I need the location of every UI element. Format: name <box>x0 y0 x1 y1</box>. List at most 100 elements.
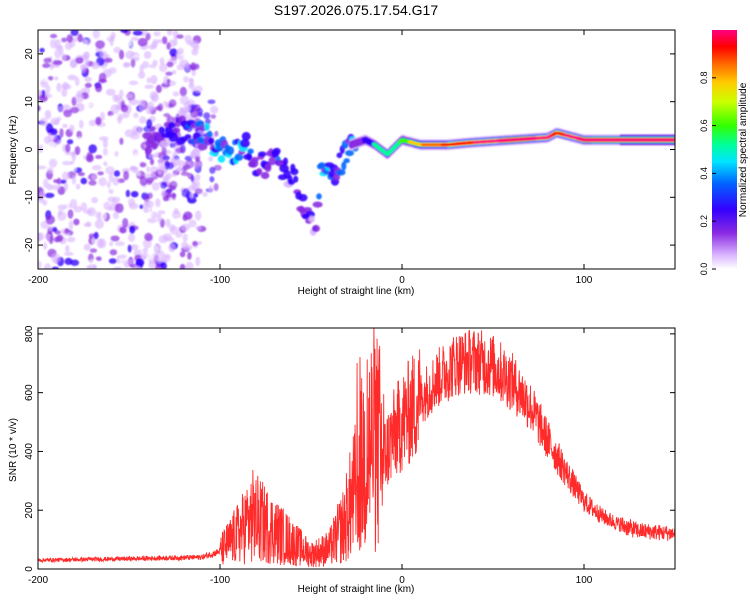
noise-blob <box>159 218 165 228</box>
noise-blob <box>49 38 57 49</box>
noise-blob <box>131 125 142 135</box>
noise-blob <box>91 165 102 171</box>
noise-blob <box>114 151 119 157</box>
noise-blob <box>61 53 67 62</box>
ridge-band <box>672 138 675 142</box>
colorbar-tick-label: 0.0 <box>699 263 709 276</box>
noise-blob <box>109 240 114 247</box>
noise-blob <box>172 261 179 268</box>
noise-blob <box>160 255 171 263</box>
colorbar-label: Normalized spectral amplitude <box>738 82 749 217</box>
noise-blob <box>96 238 105 249</box>
noise-blob <box>57 211 67 221</box>
noise-blob <box>85 154 94 163</box>
noise-blob <box>61 171 70 181</box>
noise-blob <box>65 245 70 252</box>
noise-blob <box>89 248 98 253</box>
noise-blob <box>188 78 194 87</box>
y-tick-label: 0 <box>24 146 35 152</box>
noise-blob <box>174 167 183 172</box>
noise-blob <box>103 201 111 211</box>
noise-blob <box>168 103 174 108</box>
noise-blob <box>99 136 109 142</box>
noise-blob <box>124 129 134 137</box>
noise-blob <box>38 232 43 242</box>
noise-blob <box>192 161 201 169</box>
heatmap-marks <box>38 30 675 269</box>
noise-blob <box>181 188 191 198</box>
noise-blob <box>166 115 175 124</box>
noise-blob <box>61 37 67 43</box>
noise-blob <box>155 198 161 208</box>
noise-blob <box>42 199 48 206</box>
noise-blob <box>143 207 149 214</box>
noise-blob <box>84 101 92 109</box>
noise-blob <box>54 76 59 81</box>
ridge-blob <box>312 201 323 208</box>
noise-blob <box>166 78 171 84</box>
noise-blob <box>105 166 115 175</box>
noise-blob <box>124 39 132 47</box>
noise-blob <box>38 260 42 269</box>
noise-blob <box>39 47 45 53</box>
noise-blob <box>172 172 177 177</box>
noise-blob <box>109 114 119 119</box>
noise-blob <box>46 141 56 148</box>
noise-blob <box>118 254 127 259</box>
noise-blob <box>64 228 70 234</box>
noise-blob <box>184 106 191 112</box>
noise-blob <box>67 209 74 219</box>
heatmap-x-axis-label: Height of straight line (km) <box>298 286 415 297</box>
noise-blob <box>185 261 194 269</box>
x-tick-label: -100 <box>210 575 230 586</box>
noise-blob <box>48 225 54 231</box>
noise-blob <box>41 78 49 83</box>
noise-blob <box>174 217 182 224</box>
noise-blob <box>203 112 211 120</box>
colorbar-tick-label: 0.8 <box>699 72 709 85</box>
noise-blob <box>106 181 111 189</box>
ridge-blob <box>184 134 192 140</box>
noise-blob <box>147 105 156 110</box>
noise-blob <box>132 30 143 36</box>
noise-blob <box>128 233 136 243</box>
noise-blob <box>183 211 193 220</box>
noise-blob <box>179 59 189 69</box>
noise-blob <box>77 33 83 43</box>
noise-blob <box>108 188 114 194</box>
colorbar-tick-label: 0.4 <box>699 167 709 180</box>
noise-blob <box>124 259 135 265</box>
noise-blob <box>66 139 74 145</box>
noise-blob <box>102 148 108 156</box>
noise-blob <box>52 226 58 232</box>
noise-blob <box>44 93 53 98</box>
noise-blob <box>183 76 189 83</box>
ridge-blob <box>226 146 235 156</box>
noise-blob <box>56 177 62 185</box>
noise-blob <box>157 159 164 166</box>
noise-blob <box>88 144 97 154</box>
noise-blob <box>50 33 58 39</box>
ridge-blob <box>217 155 226 163</box>
noise-blob <box>86 265 92 269</box>
ridge-blob <box>272 147 281 155</box>
heatmap-y-axis-label: Frequency (Hz) <box>8 116 19 185</box>
noise-blob <box>160 181 168 189</box>
y-tick-label: 0 <box>24 566 35 572</box>
noise-blob <box>171 157 181 166</box>
noise-blob <box>91 196 99 204</box>
noise-blob <box>146 166 151 173</box>
noise-blob <box>51 253 61 264</box>
noise-blob <box>151 92 159 103</box>
noise-blob <box>151 182 160 191</box>
noise-blob <box>68 220 74 231</box>
ridge-blob <box>241 131 251 141</box>
noise-blob <box>148 211 154 217</box>
noise-blob <box>138 71 146 79</box>
ridge-blob <box>287 179 295 186</box>
noise-blob <box>48 158 58 168</box>
noise-blob <box>54 45 62 50</box>
colorbar-tick-label: 0.2 <box>699 215 709 228</box>
